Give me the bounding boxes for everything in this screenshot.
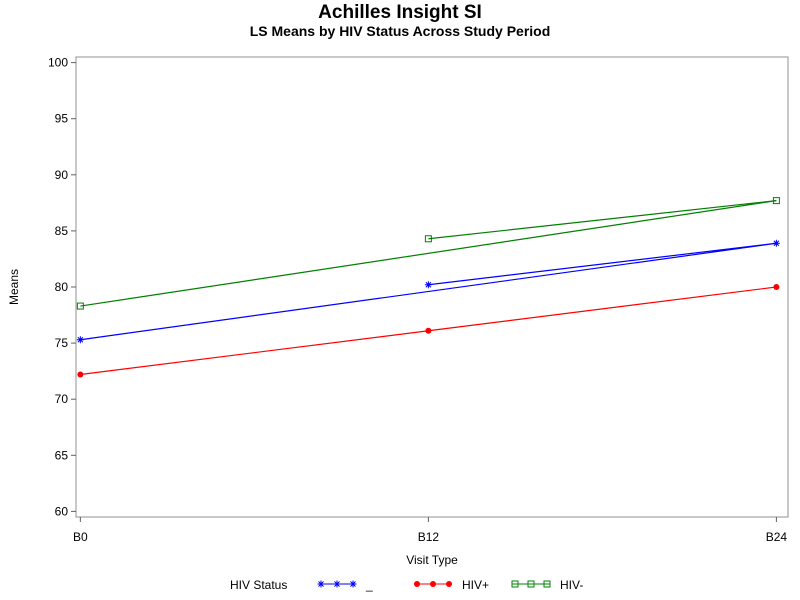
data-point (76, 336, 84, 344)
x-axis-label: Visit Type (406, 553, 458, 567)
legend-symbol (430, 581, 436, 587)
legend-item (511, 580, 551, 588)
x-tick-label: B24 (766, 530, 788, 544)
y-tick-label: 75 (55, 336, 69, 350)
data-point (77, 371, 84, 378)
series-line (80, 200, 777, 307)
data-point (76, 302, 84, 310)
y-tick-label: 70 (55, 392, 69, 406)
data-point (773, 284, 780, 290)
y-tick-label: 95 (55, 112, 69, 126)
legend-symbol (446, 581, 452, 587)
data-point (772, 239, 780, 247)
y-tick-label: 80 (55, 280, 69, 294)
legend-label: _ (365, 578, 373, 592)
legend-label: HIV- (560, 578, 583, 592)
x-tick-label: B12 (418, 530, 440, 544)
y-tick-label: 100 (48, 56, 68, 70)
data-point (425, 327, 432, 334)
legend-item (414, 581, 452, 587)
legend-symbol (414, 581, 420, 587)
y-tick-label: 90 (55, 168, 69, 182)
legend-symbol (511, 580, 519, 588)
legend-item (317, 580, 357, 588)
legend-title: HIV Status (230, 578, 287, 592)
y-tick-label: 60 (55, 504, 69, 518)
data-point (424, 281, 432, 289)
x-tick-label: B0 (73, 530, 88, 544)
data-point (772, 197, 780, 205)
legend-symbol (527, 580, 535, 588)
legend-symbol (349, 580, 357, 588)
chart-subtitle: LS Means by HIV Status Across Study Peri… (250, 23, 551, 39)
legend-label: HIV+ (462, 578, 489, 592)
legend-symbol (317, 580, 325, 588)
data-point (424, 235, 432, 243)
chart-title: Achilles Insight SI (318, 2, 482, 23)
y-axis-label: Means (7, 269, 21, 305)
legend-symbol (333, 580, 341, 588)
y-tick-label: 85 (55, 224, 69, 238)
y-tick-label: 65 (55, 448, 69, 462)
legend-symbol (543, 580, 551, 588)
